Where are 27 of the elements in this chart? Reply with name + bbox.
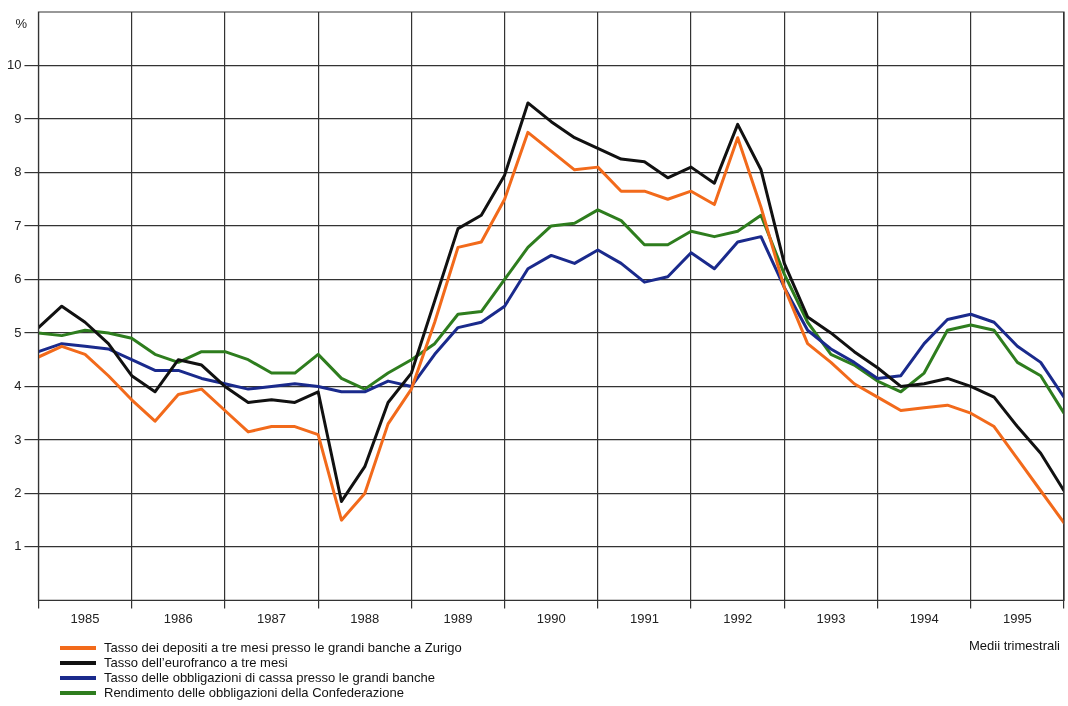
- y-tick-label: 1: [14, 538, 22, 554]
- y-tick-label: 6: [14, 271, 22, 287]
- x-tick-label: 1986: [163, 610, 193, 626]
- y-tick-label: 7: [14, 217, 22, 233]
- x-tick-label: 1995: [1002, 610, 1032, 626]
- y-tick-label: 8: [14, 164, 22, 180]
- x-tick-label: 1985: [70, 610, 100, 626]
- y-tick-label: 9: [14, 110, 22, 126]
- x-tick-label: 1989: [443, 610, 473, 626]
- legend-label: Tasso dei depositi a tre mesi presso le grandi banche a Zurigo: [104, 639, 462, 655]
- x-tick-label: 1991: [630, 610, 659, 626]
- y-tick-label: 3: [14, 431, 22, 447]
- x-tick-label: 1987: [257, 610, 286, 626]
- x-tick-label: 1990: [536, 610, 566, 626]
- x-tick-label: 1993: [816, 610, 846, 626]
- x-tick-label: 1994: [909, 610, 939, 626]
- text: Medii trimestrali: [968, 638, 1060, 653]
- legend-label: Rendimento delle obbligazioni della Confederazione: [104, 684, 404, 700]
- y-tick-label: 4: [14, 378, 22, 394]
- x-tick-label: 1988: [350, 610, 380, 626]
- legend-label: Tasso delle obbligazioni di cassa presso le grandi banche: [104, 669, 435, 685]
- y-axis-title: %: [15, 16, 28, 32]
- y-tick-label: 2: [14, 485, 22, 500]
- y-tick-label: 5: [14, 324, 22, 340]
- x-tick-label: 1992: [723, 610, 753, 626]
- y-tick-label: 10: [6, 57, 22, 73]
- legend-label: Tasso dell’eurofranco a tre mesi: [104, 654, 288, 670]
